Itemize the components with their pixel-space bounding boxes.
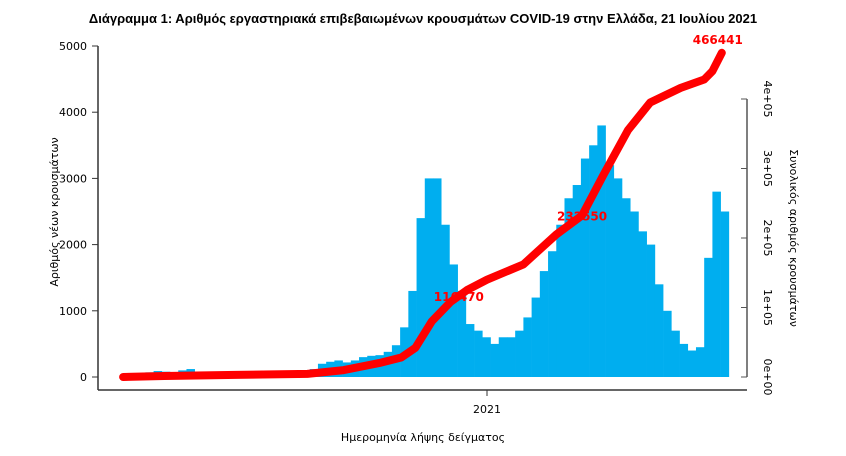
bar <box>441 224 450 377</box>
bar <box>432 178 442 377</box>
bar <box>539 271 549 377</box>
bar <box>474 330 483 377</box>
chart-title: Διάγραμμα 1: Αριθμός εργαστηριακά επιβεβ… <box>89 11 757 26</box>
bar <box>630 211 639 377</box>
bar <box>597 125 606 377</box>
bar <box>704 257 713 377</box>
bar <box>531 297 541 377</box>
bar <box>622 198 631 377</box>
bar <box>408 290 417 377</box>
y2-tick-label: 2e+05 <box>761 220 774 257</box>
cumulative-annotation: 466441 <box>693 33 743 47</box>
bar <box>498 337 508 377</box>
bar <box>613 178 623 377</box>
bar <box>564 198 574 377</box>
cumulative-annotation: 116470 <box>434 290 484 304</box>
bar <box>506 337 516 377</box>
bar <box>449 264 458 377</box>
y2-tick-label: 1e+05 <box>761 289 774 326</box>
cumulative-annotation: 232550 <box>557 209 607 223</box>
bar <box>548 251 557 377</box>
bar <box>457 290 467 377</box>
y2-tick-label: 0e+00 <box>761 359 774 396</box>
bar <box>416 218 426 377</box>
bar <box>687 350 697 377</box>
y2-tick-label: 4e+05 <box>761 81 774 118</box>
bar <box>424 178 434 377</box>
bar <box>605 165 615 377</box>
bar <box>465 324 475 377</box>
y-tick-label: 2000 <box>59 239 87 252</box>
bar <box>720 211 730 377</box>
x-axis-label: Ημερομηνία λήψης δείγματος <box>341 431 505 444</box>
y2-axis-label: Συνολικός αριθμός κρουσμάτων <box>787 149 800 327</box>
y-tick-label: 3000 <box>59 172 87 185</box>
bar <box>482 337 491 377</box>
x-tick-label: 2021 <box>473 403 501 416</box>
y-tick-label: 0 <box>80 371 87 384</box>
bar <box>523 317 532 377</box>
bar <box>695 347 705 377</box>
bar <box>572 185 582 377</box>
bar <box>679 343 689 377</box>
bar <box>589 145 598 377</box>
bar <box>712 191 721 377</box>
bar <box>490 343 500 377</box>
axes-layer: 0 1000 2000 3000 4000 5000 2021 0e+00 1e+05 2e+05… <box>59 40 774 416</box>
bar <box>515 330 524 377</box>
cumulative-line <box>119 48 726 381</box>
y-tick-label: 1000 <box>59 305 87 318</box>
bar <box>646 244 656 377</box>
bar <box>663 310 672 377</box>
bar <box>556 224 565 377</box>
bar <box>580 158 590 377</box>
bar <box>671 330 680 377</box>
y-tick-label: 5000 <box>59 40 87 53</box>
y-tick-label: 4000 <box>59 106 87 119</box>
cumulative-layer: 116470 232550 466441 <box>119 33 743 381</box>
bar <box>638 231 647 377</box>
y-axis-label: Αριθμός νέων κρουσμάτων <box>48 137 61 286</box>
y2-tick-label: 3e+05 <box>761 150 774 187</box>
bar <box>654 284 664 377</box>
